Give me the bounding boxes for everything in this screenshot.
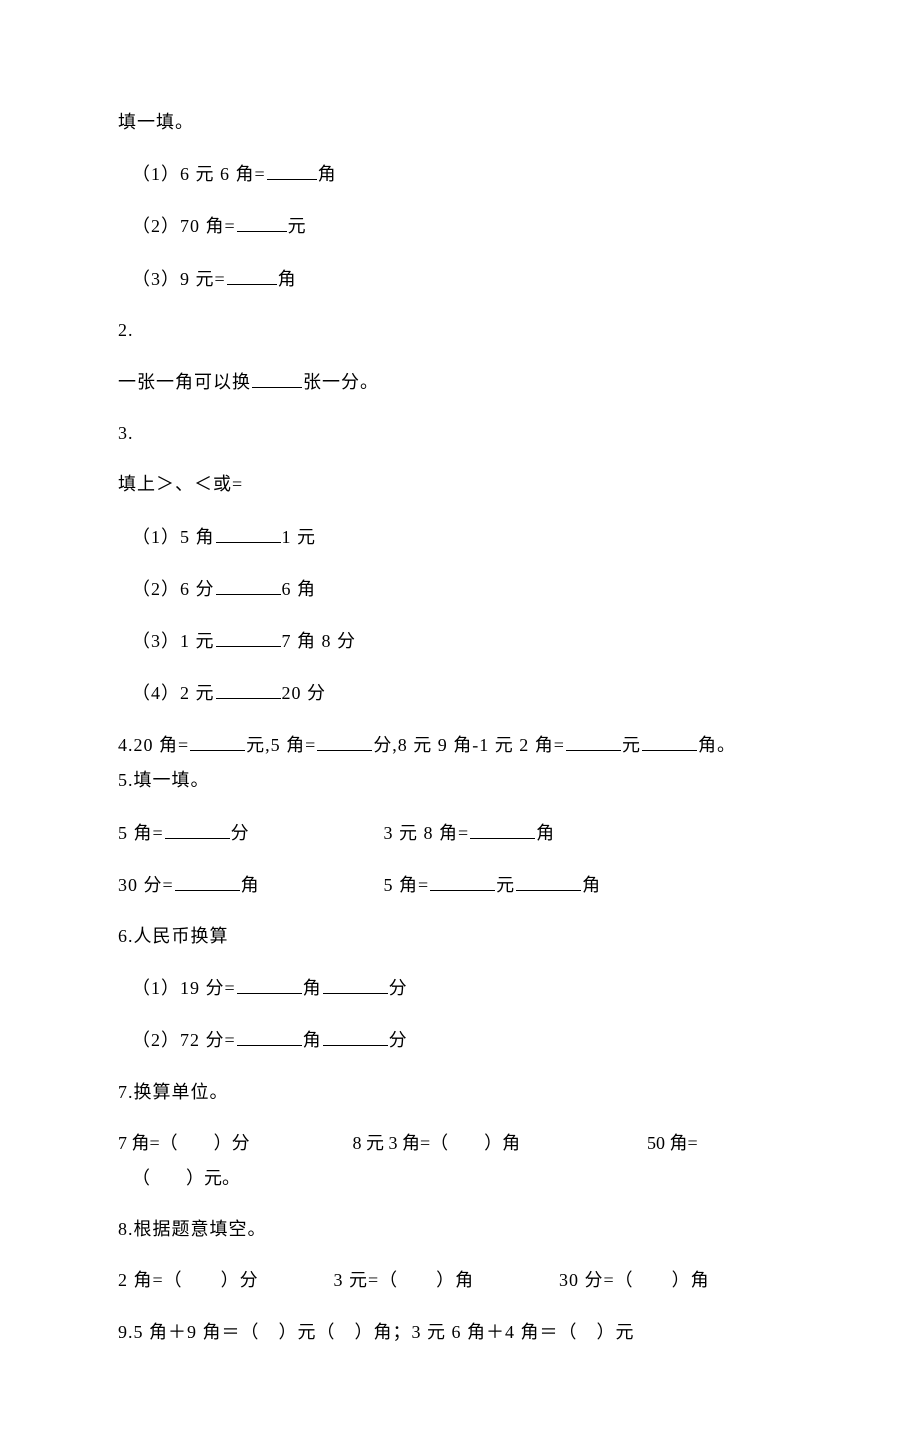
q1-p3-a: （3）9 元= xyxy=(132,269,226,289)
q2-number: 2. xyxy=(118,318,802,343)
q7-row1: 7 角=（ ）分 8 元 3 角=（ ）角 50 角= xyxy=(118,1131,802,1156)
q7-a: 7 角=（ ）分 xyxy=(118,1131,348,1156)
q3-part4: （4）2 元 20 分 xyxy=(118,680,802,706)
q3-p1-b: 1 元 xyxy=(282,527,317,547)
q1-p3-b: 角 xyxy=(278,269,297,289)
q4-c: 分,8 元 9 角-1 元 2 角= xyxy=(373,735,565,755)
q2-a: 一张一角可以换 xyxy=(118,372,251,392)
q5-r2c2-blank1[interactable] xyxy=(430,872,495,891)
q3-p2-a: （2）6 分 xyxy=(132,579,215,599)
q3-p4-blank[interactable] xyxy=(216,680,281,699)
q6-p1-a: （1）19 分= xyxy=(132,978,236,998)
q3-part3: （3）1 元 7 角 8 分 xyxy=(118,628,802,654)
q8-row: 2 角=（ ）分 3 元=（ ）角 30 分=（ ）角 xyxy=(118,1268,802,1293)
q5-r1c2-blank[interactable] xyxy=(470,820,535,839)
q3-p4-a: （4）2 元 xyxy=(132,683,215,703)
q3-p2-blank[interactable] xyxy=(216,576,281,595)
q6-p1-blank1[interactable] xyxy=(237,975,302,994)
q6-p2-blank1[interactable] xyxy=(237,1027,302,1046)
q8-c: 30 分=（ ）角 xyxy=(559,1268,710,1293)
q5-r1c1: 5 角= 分 xyxy=(118,820,378,846)
q2-b: 张一分。 xyxy=(303,372,379,392)
q5-r2c1: 30 分= 角 xyxy=(118,872,378,898)
q1-part2: （2）70 角= 元 xyxy=(118,213,802,239)
q1-p1-a: （1）6 元 6 角= xyxy=(132,164,266,184)
q6-p2-a: （2）72 分= xyxy=(132,1030,236,1050)
worksheet-page: 填一填。 （1）6 元 6 角=角 （2）70 角=元 （3）9 元=角 2. … xyxy=(0,0,920,1431)
q1-p2-a: （2）70 角= xyxy=(132,216,236,236)
q5-r1c2: 3 元 8 角= 角 xyxy=(384,820,556,846)
q5-r2c2: 5 角= 元 角 xyxy=(384,872,602,898)
q6-part1: （1）19 分= 角 分 xyxy=(118,975,802,1001)
q9-body: 9.5 角＋9 角＝（ ）元（ ）角；3 元 6 角＋4 角＝（ ）元 xyxy=(118,1320,802,1345)
q3-p3-b: 7 角 8 分 xyxy=(282,631,357,651)
q4-e: 角。 xyxy=(698,735,736,755)
q6-p1-c: 分 xyxy=(389,978,408,998)
q1-part3: （3）9 元= 角 xyxy=(118,266,802,292)
q1-p2-b: 元 xyxy=(288,216,307,236)
q1-title: 填一填。 xyxy=(118,110,802,135)
q8-b: 3 元=（ ）角 xyxy=(334,1268,554,1293)
q8-title: 8.根据题意填空。 xyxy=(118,1217,802,1242)
q1-part1: （1）6 元 6 角= 角 xyxy=(118,161,802,187)
q3-p4-b: 20 分 xyxy=(282,683,327,703)
q5-r1c1-a: 5 角= xyxy=(118,823,164,843)
q5-title: 5.填一填。 xyxy=(118,768,802,793)
q3-p3-blank[interactable] xyxy=(216,628,281,647)
q5-r1c1-b: 分 xyxy=(231,823,250,843)
q5-r2c2-a: 5 角= xyxy=(384,875,430,895)
q6-p2-blank2[interactable] xyxy=(323,1027,388,1046)
q4-d: 元 xyxy=(622,735,641,755)
q4-b: 元,5 角= xyxy=(246,735,316,755)
q5-r2c1-b: 角 xyxy=(241,875,260,895)
q4-blank1[interactable] xyxy=(190,732,245,751)
q5-r2c2-blank2[interactable] xyxy=(516,872,581,891)
q6-part2: （2）72 分= 角 分 xyxy=(118,1027,802,1053)
q3-p3-a: （3）1 元 xyxy=(132,631,215,651)
q5-r1c2-b: 角 xyxy=(536,823,555,843)
q2-blank[interactable] xyxy=(252,369,302,388)
q6-title: 6.人民币换算 xyxy=(118,924,802,949)
q4-body: 4.20 角= 元,5 角= 分,8 元 9 角-1 元 2 角= 元 角。 xyxy=(118,732,802,758)
q3-number: 3. xyxy=(118,421,802,446)
q5-row1: 5 角= 分 3 元 8 角= 角 xyxy=(118,820,802,846)
q3-part2: （2）6 分 6 角 xyxy=(118,576,802,602)
q6-p1-b: 角 xyxy=(303,978,322,998)
q2-body: 一张一角可以换 张一分。 xyxy=(118,369,802,395)
q8-a: 2 角=（ ）分 xyxy=(118,1268,328,1293)
q5-r2c1-a: 30 分= xyxy=(118,875,174,895)
q5-r2c2-b: 元 xyxy=(496,875,515,895)
q5-r1c1-blank[interactable] xyxy=(165,820,230,839)
q7-row2: （ ）元。 xyxy=(132,1166,802,1191)
q5-r2c2-c: 角 xyxy=(582,875,601,895)
q3-part1: （1）5 角 1 元 xyxy=(118,524,802,550)
q4-blank3[interactable] xyxy=(566,732,621,751)
q3-title: 填上＞、＜或= xyxy=(118,472,802,497)
q1-p1-b: 角 xyxy=(318,164,337,184)
q6-p1-blank2[interactable] xyxy=(323,975,388,994)
q7-b: 8 元 3 角=（ ）角 xyxy=(353,1131,643,1156)
q5-r1c2-a: 3 元 8 角= xyxy=(384,823,470,843)
q3-p2-b: 6 角 xyxy=(282,579,317,599)
q4-blank4[interactable] xyxy=(642,732,697,751)
q7-title: 7.换算单位。 xyxy=(118,1080,802,1105)
q5-r2c1-blank[interactable] xyxy=(175,872,240,891)
q6-p2-c: 分 xyxy=(389,1030,408,1050)
q1-p2-blank[interactable] xyxy=(237,213,287,232)
q6-p2-b: 角 xyxy=(303,1030,322,1050)
q4-blank2[interactable] xyxy=(317,732,372,751)
q1-p1-blank[interactable] xyxy=(267,161,317,180)
q5-row2: 30 分= 角 5 角= 元 角 xyxy=(118,872,802,898)
q4-a: 4.20 角= xyxy=(118,735,189,755)
q7-c: 50 角= xyxy=(647,1131,698,1156)
q1-p3-blank[interactable] xyxy=(227,266,277,285)
q3-p1-blank[interactable] xyxy=(216,524,281,543)
q3-p1-a: （1）5 角 xyxy=(132,527,215,547)
